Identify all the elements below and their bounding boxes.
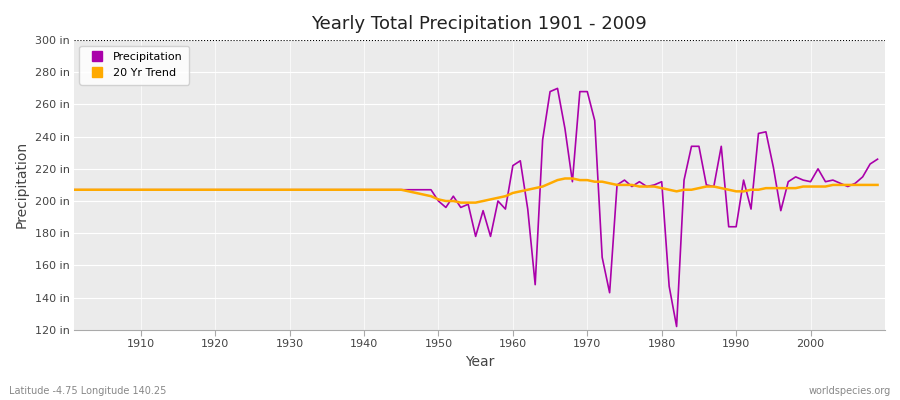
Y-axis label: Precipitation: Precipitation	[15, 141, 29, 228]
Text: worldspecies.org: worldspecies.org	[809, 386, 891, 396]
X-axis label: Year: Year	[464, 355, 494, 369]
Legend: Precipitation, 20 Yr Trend: Precipitation, 20 Yr Trend	[79, 46, 189, 84]
Title: Yearly Total Precipitation 1901 - 2009: Yearly Total Precipitation 1901 - 2009	[311, 15, 647, 33]
Text: Latitude -4.75 Longitude 140.25: Latitude -4.75 Longitude 140.25	[9, 386, 166, 396]
